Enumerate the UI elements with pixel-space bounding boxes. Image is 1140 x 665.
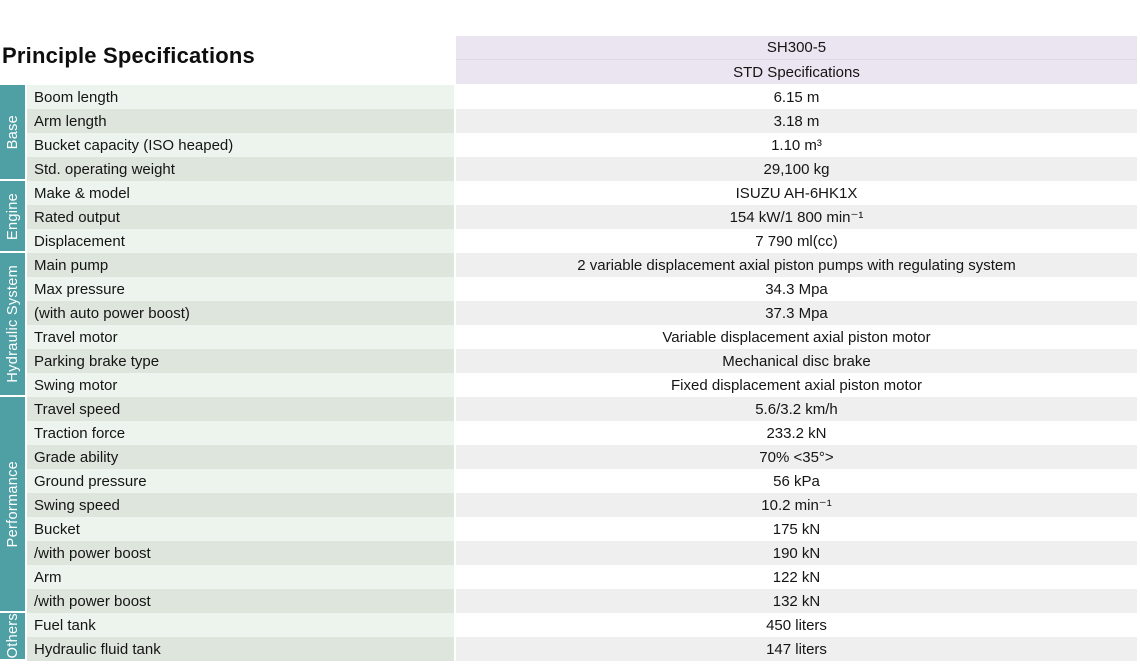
- table-row: Main pump2 variable displacement axial p…: [0, 253, 1140, 277]
- spec-value-cell: Fixed displacement axial piston motor: [456, 373, 1137, 397]
- spec-value-cell: 10.2 min⁻¹: [456, 493, 1137, 517]
- table-row: Travel speed5.6/3.2 km/h: [0, 397, 1140, 421]
- spec-value-cell: Mechanical disc brake: [456, 349, 1137, 373]
- section-label-text: Hydraulic System: [5, 265, 21, 383]
- spec-name-cell: Bucket capacity (ISO heaped): [27, 133, 454, 157]
- section-label-base: Base: [0, 85, 25, 179]
- spec-name-cell: Grade ability: [27, 445, 454, 469]
- spec-name-cell: Hydraulic fluid tank: [27, 637, 454, 661]
- section-label-text: Engine: [5, 193, 21, 240]
- table-row: Grade ability70% <35°>: [0, 445, 1140, 469]
- spec-name-cell: Arm: [27, 565, 454, 589]
- table-row: Max pressure34.3 Mpa: [0, 277, 1140, 301]
- table-row: /with power boost132 kN: [0, 589, 1140, 613]
- spec-value-cell: 70% <35°>: [456, 445, 1137, 469]
- spec-type-header-cell: STD Specifications: [456, 60, 1137, 84]
- spec-name-cell: Make & model: [27, 181, 454, 205]
- spec-name-cell: Displacement: [27, 229, 454, 253]
- spec-value-cell: 1.10 m³: [456, 133, 1137, 157]
- spec-name-cell: /with power boost: [27, 541, 454, 565]
- spec-sheet-page: Principle Specifications SH300-5 STD Spe…: [0, 0, 1140, 665]
- spec-value-cell: 233.2 kN: [456, 421, 1137, 445]
- spec-name-cell: Ground pressure: [27, 469, 454, 493]
- spec-name-cell: /with power boost: [27, 589, 454, 613]
- spec-name-cell: Swing speed: [27, 493, 454, 517]
- section-label-performance: Performance: [0, 397, 25, 611]
- table-row: Arm122 kN: [0, 565, 1140, 589]
- spec-table-body: Boom length6.15 mArm length3.18 mBucket …: [0, 85, 1140, 661]
- spec-name-cell: Bucket: [27, 517, 454, 541]
- section-label-text: Others: [5, 613, 21, 658]
- spec-value-cell: 7 790 ml(cc): [456, 229, 1137, 253]
- table-row: Fuel tank450 liters: [0, 613, 1140, 637]
- spec-value-cell: 3.18 m: [456, 109, 1137, 133]
- table-row: Parking brake typeMechanical disc brake: [0, 349, 1140, 373]
- spec-name-cell: Rated output: [27, 205, 454, 229]
- spec-value-cell: 132 kN: [456, 589, 1137, 613]
- spec-name-cell: Fuel tank: [27, 613, 454, 637]
- spec-value-cell: 34.3 Mpa: [456, 277, 1137, 301]
- spec-value-cell: 154 kW/1 800 min⁻¹: [456, 205, 1137, 229]
- table-row: Std. operating weight29,100 kg: [0, 157, 1140, 181]
- spec-value-cell: 190 kN: [456, 541, 1137, 565]
- spec-value-cell: Variable displacement axial piston motor: [456, 325, 1137, 349]
- spec-name-cell: Std. operating weight: [27, 157, 454, 181]
- section-label-hydraulic-system: Hydraulic System: [0, 253, 25, 395]
- spec-name-cell: Traction force: [27, 421, 454, 445]
- table-row: /with power boost190 kN: [0, 541, 1140, 565]
- spec-name-cell: Boom length: [27, 85, 454, 109]
- table-row: Rated output154 kW/1 800 min⁻¹: [0, 205, 1140, 229]
- section-label-engine: Engine: [0, 181, 25, 251]
- table-row: Swing speed10.2 min⁻¹: [0, 493, 1140, 517]
- spec-value-cell: 29,100 kg: [456, 157, 1137, 181]
- spec-value-cell: 147 liters: [456, 637, 1137, 661]
- table-row: Boom length6.15 m: [0, 85, 1140, 109]
- table-row: Arm length3.18 m: [0, 109, 1140, 133]
- spec-value-cell: 122 kN: [456, 565, 1137, 589]
- spec-name-cell: Travel motor: [27, 325, 454, 349]
- spec-value-cell: 37.3 Mpa: [456, 301, 1137, 325]
- table-row: Swing motorFixed displacement axial pist…: [0, 373, 1140, 397]
- table-header: SH300-5 STD Specifications: [456, 36, 1137, 84]
- section-label-text: Performance: [5, 461, 21, 547]
- spec-value-cell: 175 kN: [456, 517, 1137, 541]
- table-row: Hydraulic fluid tank147 liters: [0, 637, 1140, 661]
- spec-name-cell: Max pressure: [27, 277, 454, 301]
- model-header-cell: SH300-5: [456, 36, 1137, 60]
- spec-name-cell: Parking brake type: [27, 349, 454, 373]
- spec-value-cell: ISUZU AH-6HK1X: [456, 181, 1137, 205]
- spec-name-cell: Travel speed: [27, 397, 454, 421]
- table-row: Ground pressure56 kPa: [0, 469, 1140, 493]
- table-row: (with auto power boost)37.3 Mpa: [0, 301, 1140, 325]
- table-row: Travel motorVariable displacement axial …: [0, 325, 1140, 349]
- table-row: Make & modelISUZU AH-6HK1X: [0, 181, 1140, 205]
- spec-value-cell: 450 liters: [456, 613, 1137, 637]
- section-label-text: Base: [5, 115, 21, 149]
- spec-value-cell: 6.15 m: [456, 85, 1137, 109]
- table-row: Displacement7 790 ml(cc): [0, 229, 1140, 253]
- spec-name-cell: Main pump: [27, 253, 454, 277]
- table-row: Bucket capacity (ISO heaped)1.10 m³: [0, 133, 1140, 157]
- table-row: Traction force233.2 kN: [0, 421, 1140, 445]
- spec-value-cell: 56 kPa: [456, 469, 1137, 493]
- spec-value-cell: 5.6/3.2 km/h: [456, 397, 1137, 421]
- spec-value-cell: 2 variable displacement axial piston pum…: [456, 253, 1137, 277]
- page-title: Principle Specifications: [2, 43, 255, 69]
- table-row: Bucket175 kN: [0, 517, 1140, 541]
- section-label-others: Others: [0, 613, 25, 659]
- spec-name-cell: Swing motor: [27, 373, 454, 397]
- spec-name-cell: Arm length: [27, 109, 454, 133]
- spec-name-cell: (with auto power boost): [27, 301, 454, 325]
